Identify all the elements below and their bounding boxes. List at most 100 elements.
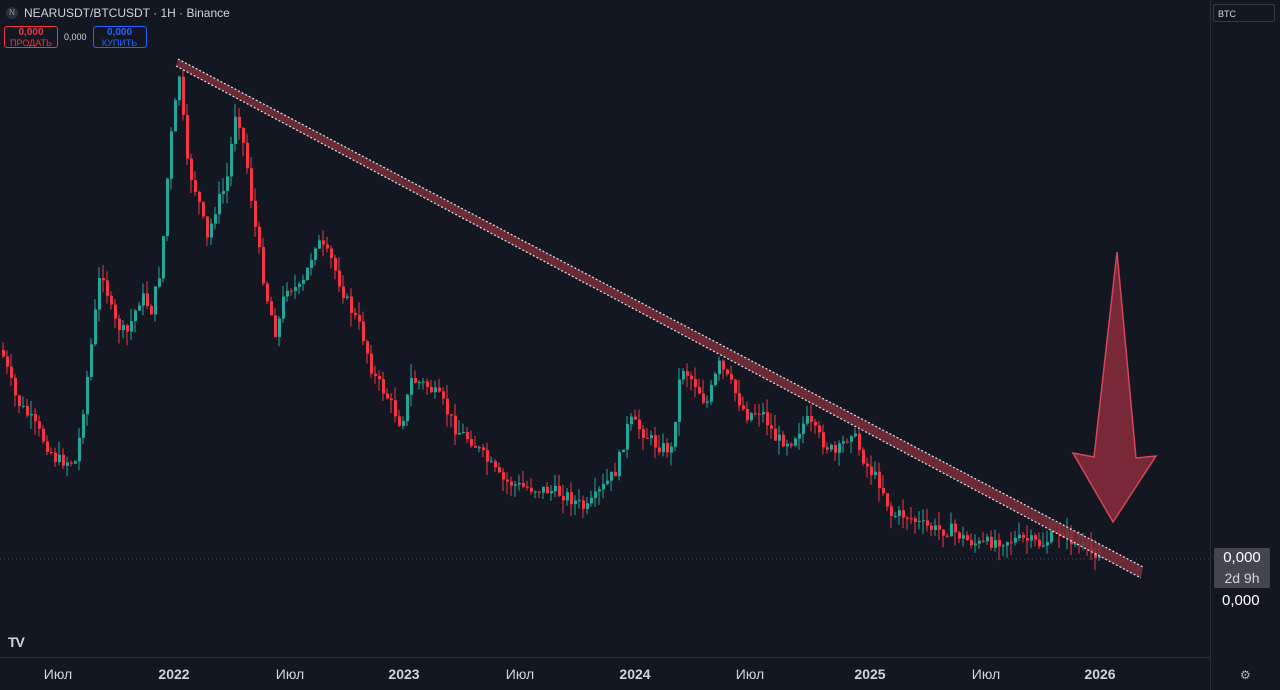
candle-body-94 <box>378 375 381 380</box>
candle-body-192 <box>770 425 773 429</box>
candle-body-224 <box>898 510 901 516</box>
buy-button[interactable]: 0,000 КУПИТЬ <box>92 26 147 48</box>
trendline-channel[interactable] <box>175 58 1144 579</box>
candle-body-122 <box>490 461 493 463</box>
candle-body-254 <box>1018 534 1021 539</box>
candle-body-99 <box>398 416 401 426</box>
candle-body-62 <box>250 168 253 201</box>
candle-body-66 <box>266 283 269 302</box>
candle-body-11 <box>46 441 49 453</box>
candle-body-205 <box>822 432 825 448</box>
candle-body-86 <box>346 296 349 298</box>
candle-body-70 <box>282 296 285 319</box>
candle-body-101 <box>406 394 409 422</box>
candle-body-209 <box>838 443 841 453</box>
candle-body-118 <box>474 445 477 448</box>
candle-body-102 <box>410 377 413 395</box>
candle-body-15 <box>62 454 65 466</box>
candle-body-257 <box>1030 535 1033 541</box>
candle-body-211 <box>846 441 849 443</box>
candle-body-24 <box>98 277 101 310</box>
candle-body-0 <box>2 350 5 357</box>
candle-body-231 <box>926 520 929 526</box>
candle-body-246 <box>986 536 989 542</box>
candle-body-234 <box>938 525 941 530</box>
candle-body-13 <box>54 452 57 463</box>
candle-body-181 <box>726 369 729 375</box>
candle-body-174 <box>698 386 701 394</box>
candle-body-195 <box>782 434 785 447</box>
candle-body-18 <box>74 461 77 464</box>
sell-button[interactable]: 0,000 ПРОДАТЬ <box>4 26 58 48</box>
candle-body-80 <box>322 240 325 245</box>
candle-body-236 <box>946 535 949 537</box>
candle-body-74 <box>298 283 301 287</box>
candle-body-10 <box>42 428 45 442</box>
candle-body-93 <box>374 373 377 376</box>
candle-body-65 <box>262 247 265 284</box>
candle-body-227 <box>910 518 913 520</box>
candle-body-213 <box>854 433 857 437</box>
candle-body-34 <box>138 305 141 311</box>
candle-body-6 <box>26 405 29 416</box>
candle-body-139 <box>558 485 561 496</box>
candle-body-16 <box>66 462 69 466</box>
candle-body-239 <box>958 532 961 539</box>
time-axis-label-1: 2022 <box>158 666 189 682</box>
candle-body-172 <box>690 375 693 380</box>
currency-badge[interactable]: BTC <box>1213 4 1275 22</box>
candle-body-238 <box>954 523 957 533</box>
candle-body-61 <box>246 142 249 169</box>
candle-body-179 <box>718 360 721 374</box>
candle-body-85 <box>342 286 345 298</box>
candle-body-148 <box>594 491 597 498</box>
candle-body-123 <box>494 461 497 468</box>
candle-body-193 <box>774 428 777 441</box>
candle-body-110 <box>442 391 445 399</box>
candle-body-87 <box>350 296 353 313</box>
candle-body-253 <box>1014 538 1017 543</box>
candle-body-157 <box>630 416 633 425</box>
candle-body-151 <box>606 480 609 484</box>
candle-body-76 <box>306 267 309 281</box>
candle-body-29 <box>118 318 121 331</box>
candle-body-1 <box>6 356 9 367</box>
settings-icon[interactable]: ⚙ <box>1240 668 1251 682</box>
symbol-header: N NEARUSDT/BTCUSDT · 1H · Binance <box>6 6 230 20</box>
tradingview-logo-icon[interactable]: TV <box>8 634 25 650</box>
candle-body-71 <box>286 290 289 297</box>
time-axis-label-7: 2025 <box>854 666 885 682</box>
candle-body-46 <box>186 114 189 159</box>
symbol-title[interactable]: NEARUSDT/BTCUSDT · 1H · Binance <box>24 6 230 20</box>
candle-body-190 <box>762 412 765 415</box>
sell-label: ПРОДАТЬ <box>10 38 52 48</box>
candle-body-7 <box>30 414 33 416</box>
candle-body-53 <box>214 214 217 224</box>
trendline-band <box>176 59 1143 578</box>
candle-body-64 <box>258 226 261 248</box>
candle-body-249 <box>998 540 1001 547</box>
candle-body-140 <box>562 495 565 501</box>
candle-body-112 <box>450 414 453 416</box>
candle-body-274 <box>1098 556 1101 558</box>
bar-countdown: 2d 9h <box>1224 570 1260 586</box>
down-arrow-annotation[interactable] <box>1071 251 1158 524</box>
candle-body-26 <box>106 280 109 296</box>
candle-body-204 <box>818 425 821 433</box>
candle-body-97 <box>390 398 393 401</box>
candle-body-132 <box>530 487 533 492</box>
candle-body-67 <box>270 301 273 316</box>
candle-body-149 <box>598 489 601 492</box>
candle-body-103 <box>414 377 417 383</box>
candle-body-178 <box>714 373 717 385</box>
candle-body-121 <box>486 450 489 462</box>
candle-body-258 <box>1034 535 1037 540</box>
candle-body-214 <box>858 433 861 450</box>
candle-body-79 <box>318 240 321 249</box>
candle-body-51 <box>206 216 209 238</box>
candle-body-217 <box>870 466 873 476</box>
candle-body-235 <box>942 529 945 536</box>
candle-body-251 <box>1006 542 1009 546</box>
candle-body-104 <box>418 382 421 384</box>
